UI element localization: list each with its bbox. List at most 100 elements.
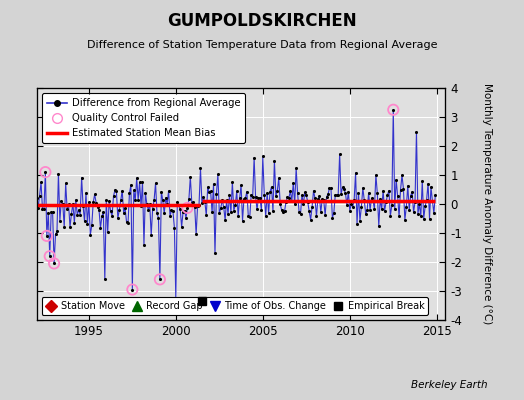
Point <box>101 276 109 282</box>
Point <box>160 210 168 217</box>
Point <box>357 204 366 210</box>
Point <box>353 221 361 227</box>
Point <box>237 182 245 188</box>
Point <box>253 206 261 212</box>
Point <box>346 207 354 214</box>
Point <box>172 296 180 303</box>
Point <box>104 229 112 235</box>
Legend: Station Move, Record Gap, Time of Obs. Change, Empirical Break: Station Move, Record Gap, Time of Obs. C… <box>41 297 428 315</box>
Point <box>86 232 94 238</box>
Point <box>53 228 61 235</box>
Point <box>41 169 50 175</box>
Point <box>302 192 311 198</box>
Point <box>278 207 286 214</box>
Point <box>340 186 348 193</box>
Point <box>428 198 436 204</box>
Point <box>121 205 129 212</box>
Point <box>51 231 60 238</box>
Point <box>271 193 280 199</box>
Point <box>305 208 313 215</box>
Point <box>285 194 293 201</box>
Point <box>67 210 75 217</box>
Point <box>206 188 215 195</box>
Point <box>83 221 92 227</box>
Point <box>348 204 357 210</box>
Point <box>138 179 147 185</box>
Point <box>392 176 400 183</box>
Point <box>196 165 205 172</box>
Point <box>235 195 244 202</box>
Point <box>91 191 99 198</box>
Point <box>402 204 410 210</box>
Point <box>95 207 103 213</box>
Point <box>412 128 421 135</box>
Point <box>156 276 164 282</box>
Point <box>64 201 73 208</box>
Point <box>82 190 90 196</box>
Point <box>110 193 118 200</box>
Point <box>275 175 283 181</box>
Point <box>401 216 409 223</box>
Point <box>46 253 54 259</box>
Point <box>128 286 137 293</box>
Point <box>286 188 294 194</box>
Point <box>333 192 341 198</box>
Point <box>339 184 347 190</box>
Point <box>362 211 370 218</box>
Point <box>250 154 258 161</box>
Point <box>57 198 66 204</box>
Point <box>165 188 173 194</box>
Point <box>211 250 219 256</box>
Point <box>243 188 251 195</box>
Point <box>399 185 408 192</box>
Point <box>218 197 226 203</box>
Point <box>116 197 125 204</box>
Point <box>321 212 330 218</box>
Point <box>44 209 52 216</box>
Point <box>76 211 84 218</box>
Point <box>119 210 128 216</box>
Point <box>246 214 254 220</box>
Point <box>331 192 340 198</box>
Point <box>195 201 203 208</box>
Point <box>241 195 249 201</box>
Point <box>73 211 81 218</box>
Point <box>135 179 144 186</box>
Point <box>320 197 328 204</box>
Text: GUMPOLDSKIRCHEN: GUMPOLDSKIRCHEN <box>167 12 357 30</box>
Point <box>367 195 376 202</box>
Point <box>270 157 279 164</box>
Point <box>133 175 141 181</box>
Point <box>179 208 187 215</box>
Point <box>382 199 390 206</box>
Point <box>176 206 184 212</box>
Point <box>273 188 281 194</box>
Point <box>111 187 119 193</box>
Point <box>150 197 158 203</box>
Point <box>343 202 351 208</box>
Point <box>269 208 277 214</box>
Point <box>408 188 416 195</box>
Point <box>363 207 372 213</box>
Point <box>418 178 427 184</box>
Point <box>178 224 186 230</box>
Point <box>112 188 121 195</box>
Point <box>407 192 415 199</box>
Point <box>341 190 350 196</box>
Point <box>78 174 86 181</box>
Point <box>97 213 106 220</box>
Point <box>198 200 206 207</box>
Point <box>396 187 405 193</box>
Point <box>422 196 431 203</box>
Point <box>42 233 51 239</box>
Point <box>311 195 319 202</box>
Point <box>48 209 57 216</box>
Point <box>369 197 377 204</box>
Point <box>59 201 67 207</box>
Point <box>123 219 131 225</box>
Point <box>188 200 196 206</box>
Point <box>153 210 161 216</box>
Point <box>414 210 422 217</box>
Point <box>254 195 263 202</box>
Point <box>334 192 342 198</box>
